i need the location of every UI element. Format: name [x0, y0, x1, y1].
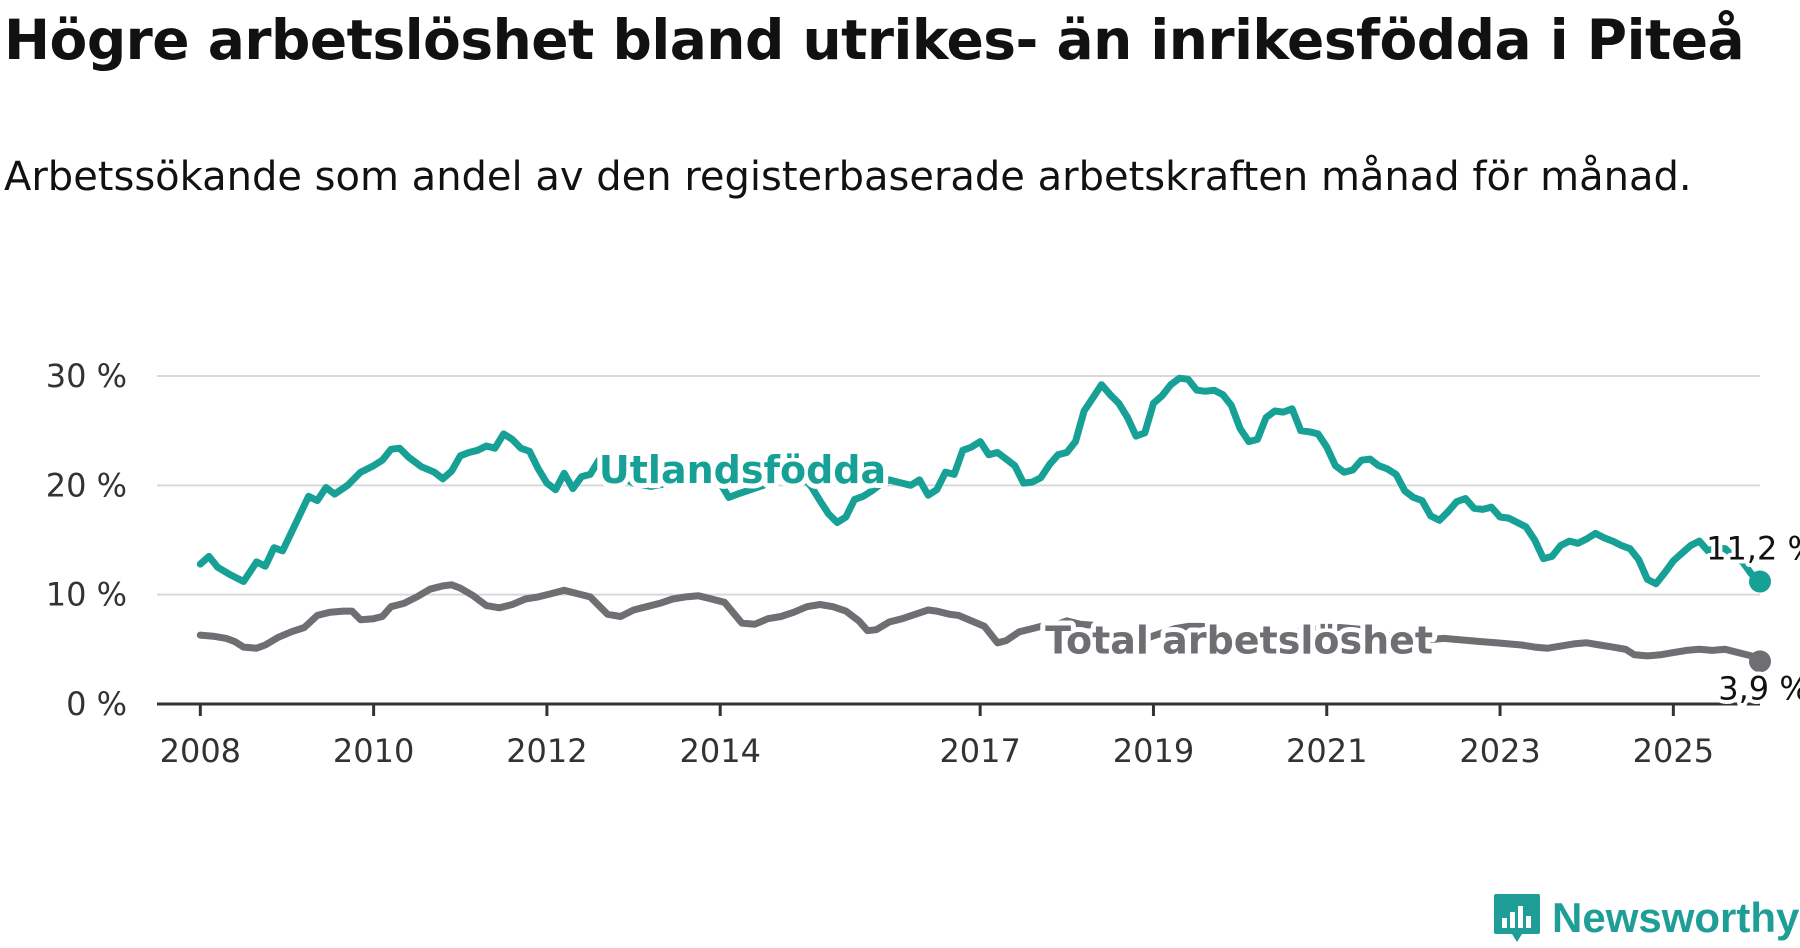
y-tick-label: 10 %	[46, 576, 127, 614]
chart-bubble-icon	[1494, 894, 1540, 942]
x-tick-label: 2023	[1459, 732, 1540, 770]
x-tick-label: 2010	[333, 732, 414, 770]
x-tick-label: 2017	[939, 732, 1020, 770]
y-tick-label: 30 %	[46, 357, 127, 395]
logo-text: Newsworthy	[1552, 894, 1800, 941]
end-point-utlandsfodda	[1749, 570, 1771, 593]
newsworthy-logo: Newsworthy	[1492, 888, 1799, 948]
y-tick-label: 20 %	[46, 466, 127, 504]
end-value-utlandsfodda: 11,2 %	[1706, 530, 1800, 568]
x-tick-label: 2014	[679, 732, 760, 770]
x-tick-label: 2008	[160, 732, 241, 770]
chart-subtitle: Arbetssökande som andel av den registerb…	[4, 154, 1692, 200]
x-tick-label: 2025	[1633, 732, 1714, 770]
x-tick-label: 2019	[1113, 732, 1194, 770]
end-point-total	[1749, 650, 1771, 673]
series-label-total: Total arbetslöshet	[1045, 619, 1433, 663]
end-value-total: 3,9 %	[1718, 669, 1800, 707]
x-tick-label: 2021	[1286, 732, 1367, 770]
x-tick-label: 2012	[506, 732, 587, 770]
chart-title: Högre arbetslöshet bland utrikes- än inr…	[4, 8, 1745, 72]
series-line-total	[196, 581, 1764, 665]
y-tick-label: 0 %	[66, 685, 127, 723]
series-label-utlandsfodda: Utlandsfödda	[599, 448, 886, 492]
series-line-utlandsfodda	[196, 374, 1764, 588]
